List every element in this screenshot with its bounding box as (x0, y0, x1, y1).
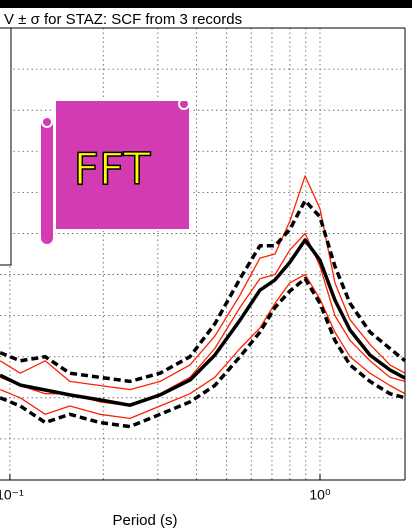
series-line (0, 175, 406, 391)
badge-label: FFT (74, 144, 151, 195)
chart-title: V ± σ for STAZ: SCF from 3 records (4, 11, 242, 28)
series-line (0, 238, 406, 407)
x-tick-label: 10⁰ (309, 487, 331, 503)
badge-curl (41, 116, 53, 128)
badge-sheet (54, 99, 191, 231)
fft-badge: FFT (39, 98, 191, 246)
badge-roll (39, 114, 55, 246)
x-axis-label: Period (s) (112, 512, 177, 529)
badge-curl (178, 98, 190, 110)
series-line (0, 198, 407, 384)
series-line (0, 276, 406, 429)
series-line (0, 273, 406, 420)
x-tick-label: 10⁻¹ (0, 487, 24, 503)
inset-box (0, 27, 12, 266)
title-bar (0, 0, 412, 8)
